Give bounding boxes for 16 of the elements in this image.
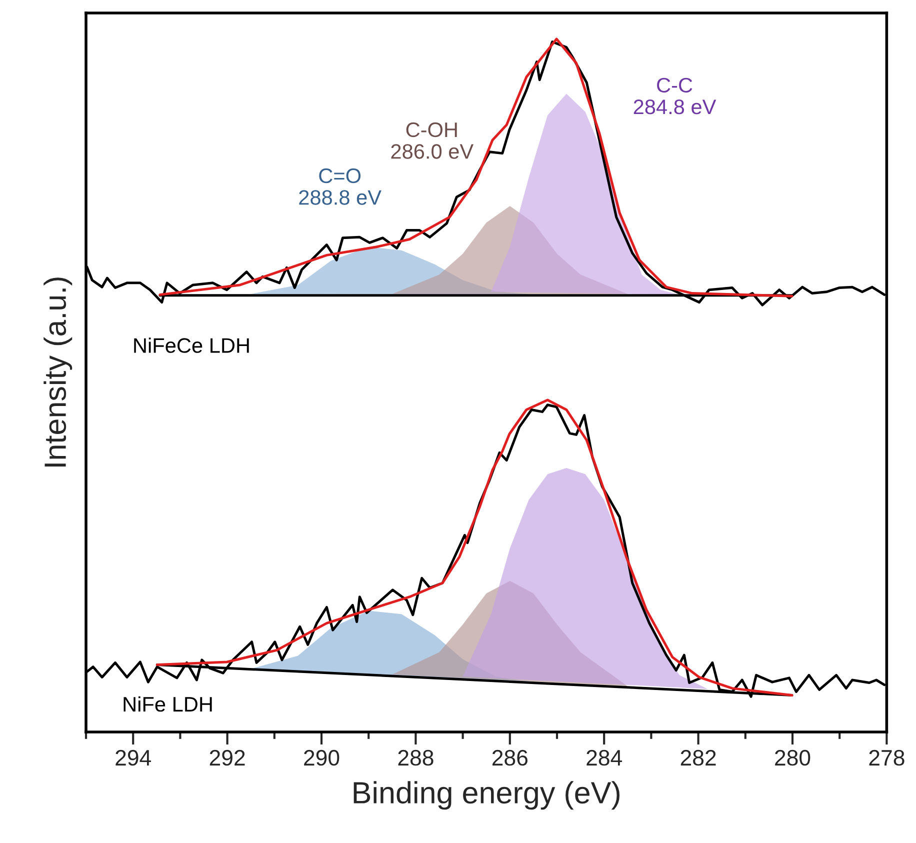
annotation: NiFe LDH [124,696,212,712]
x-tick-label: 292 [210,750,245,766]
x-tick-label: 294 [116,750,151,766]
x-axis-title: Binding energy (eV) [354,781,620,810]
x-tick-label: 288 [398,750,434,766]
x-tick-label: 286 [492,750,528,766]
annotation: NiFeCe LDH [134,338,249,353]
annotation: C-C 284.8 eV [634,78,716,114]
x-tick-label: 282 [680,750,716,766]
annotation: C=O 288.8 eV [299,168,382,205]
x-tick-label: 284 [586,750,622,766]
x-tick-label: 278 [869,750,904,766]
x-tick-label: 280 [775,750,810,766]
y-axis-title: Intensity (a.u.) [44,278,72,466]
x-tick-label: 290 [304,750,340,766]
annotation: C-OH 286.0 eV [391,122,474,159]
